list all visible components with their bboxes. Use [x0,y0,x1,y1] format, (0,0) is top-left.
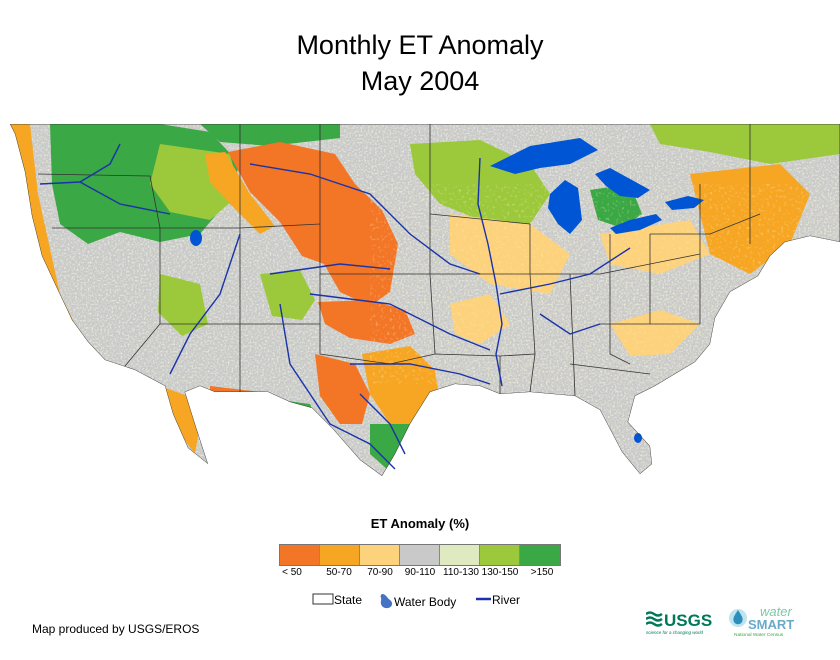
lake-superior [490,138,598,174]
state-boundaries [10,124,840,476]
river-symbol-icon [476,597,491,601]
river-colorado [169,233,241,375]
rivers [39,143,631,470]
usgs-wordmark: USGS [664,611,712,630]
water-body-icon [380,594,393,609]
map-credit: Map produced by USGS/EROS [32,622,200,636]
lake-okeechobee [634,433,642,443]
agency-logos: USGS science for a changing world water … [646,604,794,638]
map-title: Monthly ET Anomaly [296,30,544,60]
key-state-label: State [334,593,363,607]
region-southwest-green [246,396,322,462]
great-salt-lake [190,230,202,246]
watersmart-logo: water SMART National Water Census [729,604,794,638]
river-red [350,363,491,385]
legend-label: 90-110 [404,567,436,578]
legend-labels: < 50 50-70 70-90 90-110 110-130 130-150 … [279,567,563,581]
legend-swatch [520,545,560,565]
lake-michigan [548,180,582,234]
map-subtitle-date: May 2004 [360,66,480,96]
key-water-body: Water Body [378,593,456,609]
river-rio-grande [279,303,396,470]
key-water-body-label: Water Body [394,595,457,609]
legend-label: 70-90 [367,567,393,578]
legend-label: 110-130 [443,567,479,578]
smart-tagline: National Water Census [734,632,784,638]
region-texas-panhandle-dry [315,354,370,424]
great-lakes [190,138,704,443]
river-platte [269,263,391,275]
lake-erie [610,214,662,234]
legend-label: 130-150 [481,567,519,578]
legend-label: 50-70 [326,567,352,578]
legend-label: < 50 [282,567,302,578]
smart-wordmark: SMART [748,617,794,632]
river-snake [79,181,171,215]
river-arkansas [309,293,491,351]
usgs-tagline: science for a changing world [646,630,704,635]
river-columbia [39,143,121,185]
river-ohio [499,247,631,295]
river-mississippi [477,157,503,387]
region-utah-green [158,274,208,336]
river-missouri [249,163,481,275]
us-et-anomaly-map [10,124,840,476]
legend-title: ET Anomaly (%) [370,516,470,531]
region-northeast-green [650,124,840,164]
region-baja-dry [160,386,200,454]
legend-label: >150 [530,567,554,578]
legend-swatch [360,545,400,565]
water-drop-icon [733,610,743,625]
region-colorado-green [260,270,315,320]
water-wordmark: water [760,604,792,619]
legend-swatch [480,545,520,565]
usgs-logo: USGS science for a changing world [646,611,712,635]
river-tennessee [539,313,601,335]
legend-swatch [320,545,360,565]
legend-swatch [280,545,320,565]
region-north-border-green [200,124,340,146]
key-river: River [476,593,520,607]
legend-swatch [400,545,440,565]
key-state: State [312,593,362,607]
river-brazos [359,393,406,455]
lake-huron [595,168,650,198]
legend-swatch [440,545,480,565]
legend-color-bar [279,544,561,566]
lake-ontario [665,196,704,210]
key-river-label: River [492,593,521,607]
state-symbol-icon [312,593,334,605]
